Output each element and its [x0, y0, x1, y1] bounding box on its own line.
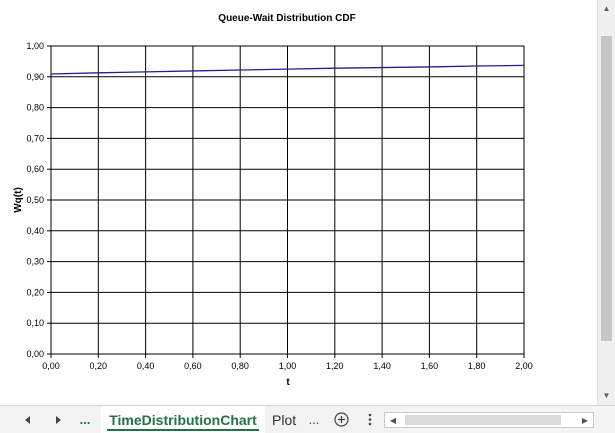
chart-title: Queue-Wait Distribution CDF: [218, 13, 355, 24]
tab-time-distribution-chart[interactable]: TimeDistributionChart: [101, 406, 265, 433]
y-tick-label: 0,40: [26, 226, 44, 236]
horizontal-scrollbar[interactable]: ◀ ▶: [384, 412, 594, 428]
scroll-down-icon[interactable]: ▼: [602, 391, 611, 400]
x-tick-label: 0,80: [231, 361, 249, 371]
scroll-tabs-left-icon[interactable]: [18, 406, 38, 433]
scroll-right-icon[interactable]: ▶: [581, 415, 589, 425]
scroll-up-icon[interactable]: ▲: [602, 4, 611, 13]
vertical-scroll-thumb[interactable]: [601, 36, 612, 341]
scroll-left-icon[interactable]: ◀: [389, 415, 397, 425]
x-tick-label: 0,40: [137, 361, 155, 371]
horizontal-scroll-thumb[interactable]: [405, 415, 561, 425]
y-tick-label: 0,90: [26, 72, 44, 82]
y-tick-label: 0,20: [26, 287, 44, 297]
x-tick-label: 1,60: [421, 361, 439, 371]
x-tick-label: 1,00: [279, 361, 297, 371]
y-axis-ticks: 0,00 0,10 0,20 0,30 0,40 0,50 0,60 0,70 0,80 0,90…: [26, 41, 51, 359]
x-tick-label: 0,60: [184, 361, 202, 371]
overflow-tabs-right[interactable]: ...: [308, 412, 320, 427]
tab-plot-label: Plot: [272, 411, 297, 428]
chart-svg: Queue-Wait Distribution CDF 0,00 0,20 0,40…: [13, 13, 533, 388]
vertical-scrollbar[interactable]: ▲ ▼: [597, 0, 615, 405]
y-tick-label: 0,50: [26, 195, 44, 205]
x-axis-ticks: 0,00 0,20 0,40 0,60 0,80 1,00 1,20 1,40 1,60 1,80…: [42, 354, 533, 371]
y-tick-label: 0,60: [26, 164, 44, 174]
x-tick-label: 2,00: [515, 361, 533, 371]
y-tick-label: 0,80: [26, 103, 44, 113]
y-tick-label: 0,10: [26, 318, 44, 328]
y-tick-label: 1,00: [26, 41, 44, 51]
x-tick-label: 0,20: [90, 361, 108, 371]
y-tick-label: 0,00: [26, 349, 44, 359]
sheet-tab-bar: ... TimeDistributionChart Plot ... ◀ ▶: [0, 405, 615, 433]
x-tick-label: 1,80: [468, 361, 486, 371]
x-tick-label: 0,00: [42, 361, 60, 371]
x-tick-label: 1,20: [326, 361, 344, 371]
y-tick-label: 0,30: [26, 257, 44, 267]
gridlines: [50, 45, 525, 355]
plus-circle-icon[interactable]: [331, 406, 351, 433]
x-tick-label: 1,40: [373, 361, 391, 371]
y-axis-title: Wq(t): [13, 187, 24, 213]
x-axis-title: t: [286, 377, 290, 388]
chart-area: Queue-Wait Distribution CDF 0,00 0,20 0,40…: [13, 13, 533, 388]
series-group: [50, 64, 525, 75]
series-line: [50, 64, 525, 75]
scroll-tabs-right-icon[interactable]: [48, 406, 68, 433]
y-tick-label: 0,70: [26, 133, 44, 143]
tab-plot[interactable]: Plot: [272, 406, 296, 433]
vertical-ellipsis-icon[interactable]: [362, 406, 378, 433]
overflow-tabs-left[interactable]: ...: [79, 412, 91, 427]
